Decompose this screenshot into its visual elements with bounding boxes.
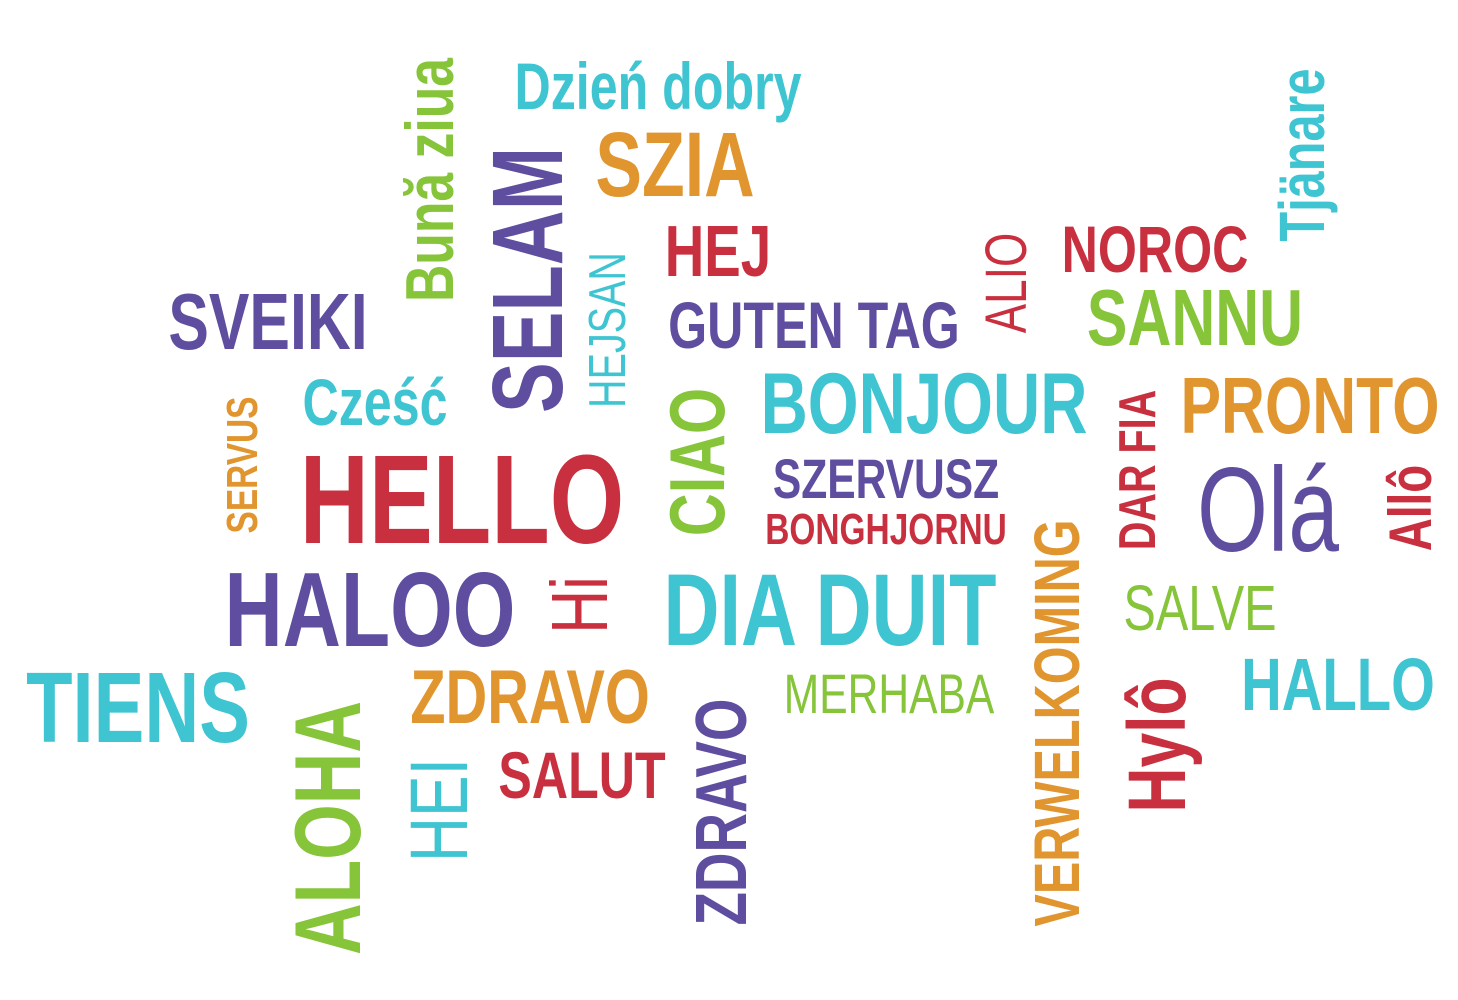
word-zdravo-vertical: ZDRAVO bbox=[682, 698, 762, 926]
word-szia: SZIA bbox=[595, 114, 755, 216]
word-haloo: HALOO bbox=[224, 551, 516, 669]
word-noroc: NOROC bbox=[1061, 212, 1249, 286]
word-allo: Allô bbox=[1377, 464, 1444, 552]
word-sannu: SANNU bbox=[1086, 273, 1304, 362]
word-hi: Hi bbox=[535, 576, 624, 634]
word-dar-fia: DAR FIA bbox=[1109, 389, 1167, 551]
word-bonghjornu: BONGHJORNU bbox=[765, 505, 1007, 554]
word-verwelkoming: VERWELKOMING bbox=[1021, 519, 1093, 927]
word-aloha: ALOHA bbox=[275, 701, 380, 955]
word-hylo: Hylô bbox=[1112, 677, 1203, 813]
word-sveiki: SVEIKI bbox=[168, 277, 368, 366]
word-dia-duit: DIA DUIT bbox=[663, 553, 997, 667]
word-dzien-dobry: Dzień dobry bbox=[514, 49, 802, 123]
word-pronto: PRONTO bbox=[1180, 361, 1440, 450]
word-hejsan: HEJSAN bbox=[579, 252, 637, 408]
word-bonjour: BONJOUR bbox=[760, 356, 1088, 452]
word-ciao: CIAO bbox=[653, 387, 741, 537]
word-hello: HELLO bbox=[299, 429, 625, 570]
word-czesc: Cześć bbox=[302, 365, 448, 439]
word-hei: HEI bbox=[394, 758, 485, 862]
word-szervusz: SZERVUSZ bbox=[772, 447, 1000, 510]
word-merhaba: MERHABA bbox=[783, 662, 995, 725]
word-selam: SELAM bbox=[472, 147, 584, 413]
word-buna-ziua: Bună ziua bbox=[392, 57, 468, 303]
word-guten-tag: GUTEN TAG bbox=[668, 288, 960, 362]
word-hallo: HALLO bbox=[1241, 643, 1435, 726]
word-alio: ALIO bbox=[974, 232, 1039, 334]
word-tjanare: Tjänare bbox=[1266, 68, 1338, 242]
word-tiens: TIENS bbox=[26, 652, 250, 764]
word-servus: SERVUS bbox=[218, 396, 267, 534]
word-ola: Olá bbox=[1197, 443, 1339, 577]
word-salut: SALUT bbox=[498, 738, 666, 812]
word-salve: SALVE bbox=[1123, 572, 1277, 644]
word-zdravo-horizontal: ZDRAVO bbox=[410, 655, 650, 740]
word-hej: HEJ bbox=[664, 212, 772, 292]
